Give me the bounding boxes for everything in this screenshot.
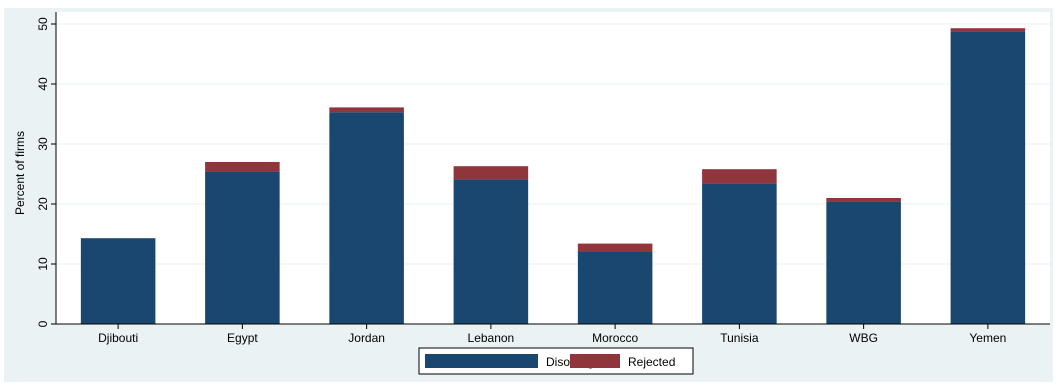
x-tick-label: Egypt bbox=[227, 331, 258, 345]
bar-disouraged-morocco bbox=[577, 252, 653, 324]
legend: Disouraged Rejected bbox=[418, 347, 694, 375]
y-tick-label: 10 bbox=[36, 257, 50, 271]
bars bbox=[80, 28, 1026, 324]
bar-disouraged-wbg bbox=[826, 201, 901, 324]
bar-rejected-lebanon bbox=[453, 166, 529, 180]
x-tick-label: Jordan bbox=[348, 331, 385, 345]
bar-rejected-tunisia bbox=[702, 169, 777, 184]
legend-label-rejected: Rejected bbox=[628, 355, 675, 369]
y-axis-ticks: 0 10 20 30 40 50 bbox=[36, 17, 56, 327]
bar-rejected-egypt bbox=[205, 162, 280, 172]
y-tick-label: 0 bbox=[36, 320, 50, 327]
bar-rejected-morocco bbox=[577, 243, 653, 252]
bar-disouraged-lebanon bbox=[453, 179, 529, 324]
legend-swatch-disouraged bbox=[425, 354, 538, 368]
y-axis-label: Percent of firms bbox=[13, 131, 27, 215]
x-tick-label: WBG bbox=[849, 331, 878, 345]
x-tick-label: Yemen bbox=[969, 331, 1006, 345]
bar-rejected-yemen bbox=[950, 28, 1026, 32]
bar-rejected-wbg bbox=[826, 198, 901, 202]
bar-disouraged-egypt bbox=[205, 171, 280, 324]
legend-swatch-rejected bbox=[570, 354, 620, 368]
x-tick-label: Lebanon bbox=[468, 331, 515, 345]
bar-rejected-jordan bbox=[329, 107, 404, 113]
x-tick-label: Tunisia bbox=[720, 331, 759, 345]
bar-disouraged-tunisia bbox=[702, 183, 777, 324]
bar-disouraged-yemen bbox=[950, 31, 1026, 324]
y-tick-label: 30 bbox=[36, 137, 50, 151]
y-tick-label: 50 bbox=[36, 17, 50, 31]
y-tick-label: 20 bbox=[36, 197, 50, 211]
bar-disouraged-jordan bbox=[329, 112, 404, 324]
y-tick-label: 40 bbox=[36, 77, 50, 91]
x-tick-label: Djibouti bbox=[98, 331, 138, 345]
stacked-bar-chart: 0 10 20 30 40 50 Djibouti Egypt Jordan Lebanon Mo… bbox=[13, 12, 1050, 375]
x-axis-ticks: Djibouti Egypt Jordan Lebanon Morocco Tunisia… bbox=[98, 324, 1006, 345]
x-tick-label: Morocco bbox=[592, 331, 638, 345]
bar-disouraged-djibouti bbox=[80, 238, 156, 324]
chart-frame: 0 10 20 30 40 50 Djibouti Egypt Jordan Lebanon Mo… bbox=[4, 8, 1053, 382]
